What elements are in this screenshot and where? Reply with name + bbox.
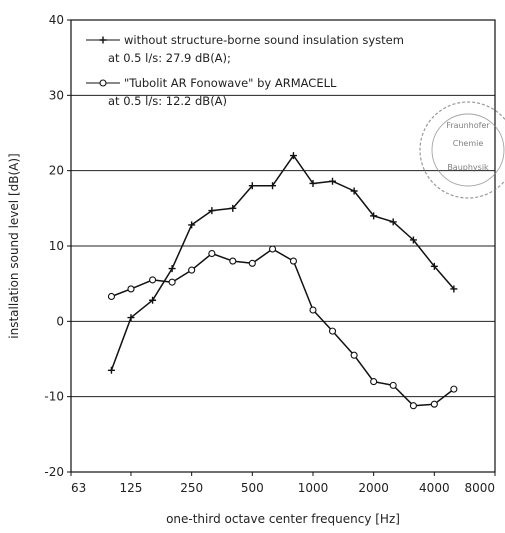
series-1-point-9 — [289, 152, 297, 160]
x-tick-label-0: 63 — [71, 481, 86, 495]
series-2-point-10 — [309, 306, 317, 314]
stamp-inner-ring — [431, 113, 505, 187]
x-tick-label-5: 2000 — [358, 481, 389, 495]
x-axis-ticks: 63 125 250 500 1000 2000 4000 8000 — [70, 472, 496, 495]
certification-stamp: Fraunhofer Chemie Bauphysik — [419, 101, 505, 199]
x-tick-label-3: 500 — [241, 481, 264, 495]
series-1-point-11 — [329, 177, 337, 185]
series-1-point-7 — [248, 182, 256, 190]
legend-label-1: without structure-borne sound insulation… — [124, 33, 404, 47]
y-tick-label-3: 10 — [49, 239, 64, 253]
series-1-point-10 — [309, 179, 317, 187]
series-2-point-7 — [248, 259, 256, 267]
series-2-point-0 — [107, 292, 115, 301]
series-1-point-17 — [450, 285, 458, 293]
series-2-point-3 — [168, 278, 176, 286]
y-tick-label-0: -20 — [44, 465, 64, 479]
series-2-point-6 — [229, 257, 237, 265]
series-1 — [107, 152, 458, 374]
series-2-point-12 — [350, 351, 358, 359]
x-tick-label-6: 4000 — [419, 481, 450, 495]
legend-label-2: "Tubolit AR Fonowave" by ARMACELL — [124, 76, 337, 90]
series-2-point-1 — [127, 285, 135, 293]
y-tick-label-2: 0 — [56, 314, 64, 328]
legend: without structure-borne sound insulation… — [86, 33, 404, 108]
series-1-point-13 — [370, 212, 378, 220]
y-tick-label-6: 40 — [49, 13, 64, 27]
legend-label-2-detail: at 0.5 l/s: 12.2 dB(A) — [108, 94, 227, 108]
x-tick-label-7: 8000 — [464, 481, 495, 495]
y-tick-label-4: 20 — [49, 164, 64, 178]
series-1-line — [110, 154, 455, 371]
stamp-text-2: Chemie — [453, 139, 484, 148]
series-1-point-5 — [208, 207, 216, 215]
series-2-point-15 — [409, 402, 417, 410]
series-2-point-9 — [289, 257, 298, 265]
stamp-outer-ring — [419, 101, 505, 199]
series-2-point-13 — [370, 378, 378, 386]
legend-label-1-detail: at 0.5 l/s: 27.9 dB(A); — [108, 51, 231, 65]
series-2-line — [111, 248, 455, 407]
series-2-point-11 — [328, 327, 337, 335]
series-2-point-8 — [268, 245, 277, 253]
series-1-point-2 — [149, 296, 157, 304]
series-1-point-6 — [229, 204, 237, 212]
grid — [71, 94, 495, 398]
y-axis-ticks: -20 -10 0 10 20 30 40 — [44, 13, 71, 479]
series-2-point-5 — [208, 249, 216, 258]
series-2-point-4 — [188, 266, 196, 274]
series-2-point-2 — [149, 276, 157, 284]
series-1-point-16 — [430, 262, 438, 270]
stamp-text-3: Bauphysik — [447, 163, 489, 172]
series-1-point-4 — [188, 221, 196, 229]
x-tick-label-2: 250 — [180, 481, 203, 495]
legend-marker-2 — [99, 79, 107, 87]
legend-entry-2: "Tubolit AR Fonowave" by ARMACELL at 0.5… — [86, 76, 337, 108]
stamp-text-1: Fraunhofer — [446, 121, 490, 130]
legend-entry-1: without structure-borne sound insulation… — [86, 33, 404, 65]
series-1-point-12 — [350, 187, 358, 195]
legend-marker-1 — [99, 36, 107, 44]
series-1-point-3 — [168, 265, 176, 273]
x-tick-label-4: 1000 — [298, 481, 329, 495]
y-axis-label: installation sound level [dB(A)] — [7, 153, 21, 338]
series-2-point-17 — [450, 385, 458, 393]
series-2-point-16 — [430, 400, 438, 408]
series-1-point-15 — [409, 236, 417, 244]
series-layer — [107, 152, 458, 410]
x-axis-label: one-third octave center frequency [Hz] — [166, 512, 400, 526]
series-2-point-14 — [389, 381, 397, 389]
y-tick-label-1: -10 — [44, 390, 64, 404]
series-1-point-14 — [389, 218, 397, 226]
series-1-point-1 — [127, 314, 135, 322]
x-tick-label-1: 125 — [120, 481, 143, 495]
y-tick-label-5: 30 — [49, 88, 64, 102]
series-2 — [107, 245, 458, 410]
series-1-point-0 — [107, 366, 115, 374]
series-1-point-8 — [269, 182, 277, 190]
